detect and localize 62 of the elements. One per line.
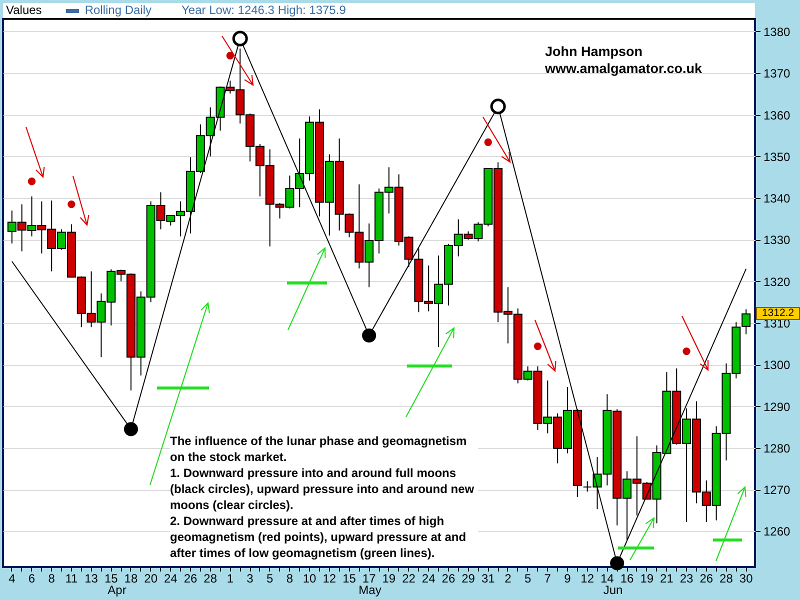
y-tick-label: 1380 (764, 24, 791, 39)
x-tick-label: 1 (226, 572, 234, 586)
y-tick-label: 1330 (764, 233, 791, 248)
annotation: www.amalgamator.co.uk (545, 61, 702, 76)
y-tick-label: 1290 (764, 400, 791, 414)
x-tick-label: 2 (504, 572, 512, 586)
x-tick-label: 26 (700, 572, 714, 586)
x-tick-label: 28 (720, 572, 734, 586)
y-tick-label: 1270 (764, 483, 791, 498)
x-tick-label: 8 (286, 572, 294, 586)
y-tick-label: 1370 (764, 66, 791, 81)
x-tick-label: 15 (104, 572, 118, 586)
y-tick-label: 1350 (764, 150, 791, 164)
x-tick-label: 5 (524, 572, 532, 586)
x-tick-label: 31 (481, 572, 496, 586)
chart-subtitle: Year Low: 1246.3 High: 1375.9 (182, 3, 346, 17)
text: Rolling Daily (84, 3, 152, 17)
x-tick-label: 5 (266, 572, 274, 586)
x-tick-label: 29 (462, 572, 476, 586)
x-tick-label: 10 (302, 572, 317, 586)
text: 1312.2 (756, 307, 800, 320)
x-tick-label: 23 (680, 572, 694, 586)
text: Apr (108, 583, 126, 597)
text: Jun (603, 583, 623, 597)
x-tick-label: 26 (442, 572, 456, 586)
chart-title: Values (6, 3, 42, 17)
x-tick-label: 28 (204, 572, 218, 586)
x-tick-label: 30 (739, 572, 754, 586)
y-tick-label: 1260 (764, 524, 791, 539)
x-tick-label: 14 (600, 572, 614, 586)
x-tick-label: 4 (8, 572, 16, 586)
annotation: 1. Downward pressure into and around full moons (black circles), upward pressure into and around new moons (clear circles). (170, 465, 476, 513)
y-tick-label: 1300 (764, 358, 791, 372)
x-tick-label: 6 (28, 572, 36, 586)
x-tick-label: 20 (144, 572, 158, 586)
text: May (358, 583, 382, 597)
x-tick-label: 19 (382, 572, 396, 586)
x-tick-label: 22 (402, 572, 416, 586)
x-tick-label: 16 (620, 572, 634, 586)
y-tick-label: 1280 (764, 441, 791, 456)
annotation: John Hampson (545, 44, 643, 59)
x-tick-label: 8 (48, 572, 56, 586)
annotation: The influence of the lunar phase and geomagnetism on the stock market. (170, 433, 468, 465)
x-tick-label: 24 (422, 572, 436, 586)
x-tick-label: 7 (544, 572, 552, 586)
x-tick-label: 3 (246, 572, 254, 586)
y-tick-label: 1320 (764, 274, 791, 289)
x-tick-label: 15 (342, 572, 356, 586)
y-tick-label: 1340 (764, 192, 791, 206)
x-tick-label: 26 (184, 572, 198, 586)
x-tick-label: 17 (362, 572, 376, 586)
x-tick-label: 19 (640, 572, 654, 586)
x-tick-label: 9 (564, 572, 572, 586)
x-tick-label: 12 (580, 572, 594, 586)
annotation: 2. Downward pressure at and after times of high geomagnetism (red points), upward pressure at and after times of low geomagnetism (green lines). (170, 513, 468, 561)
x-tick-label: 21 (660, 572, 674, 586)
x-tick-label: 13 (84, 572, 98, 586)
x-tick-label: 24 (164, 572, 178, 586)
x-tick-label: 12 (322, 572, 336, 586)
x-tick-label: 11 (65, 572, 78, 586)
x-tick-label: 18 (124, 572, 138, 586)
y-tick-label: 1360 (764, 108, 791, 122)
